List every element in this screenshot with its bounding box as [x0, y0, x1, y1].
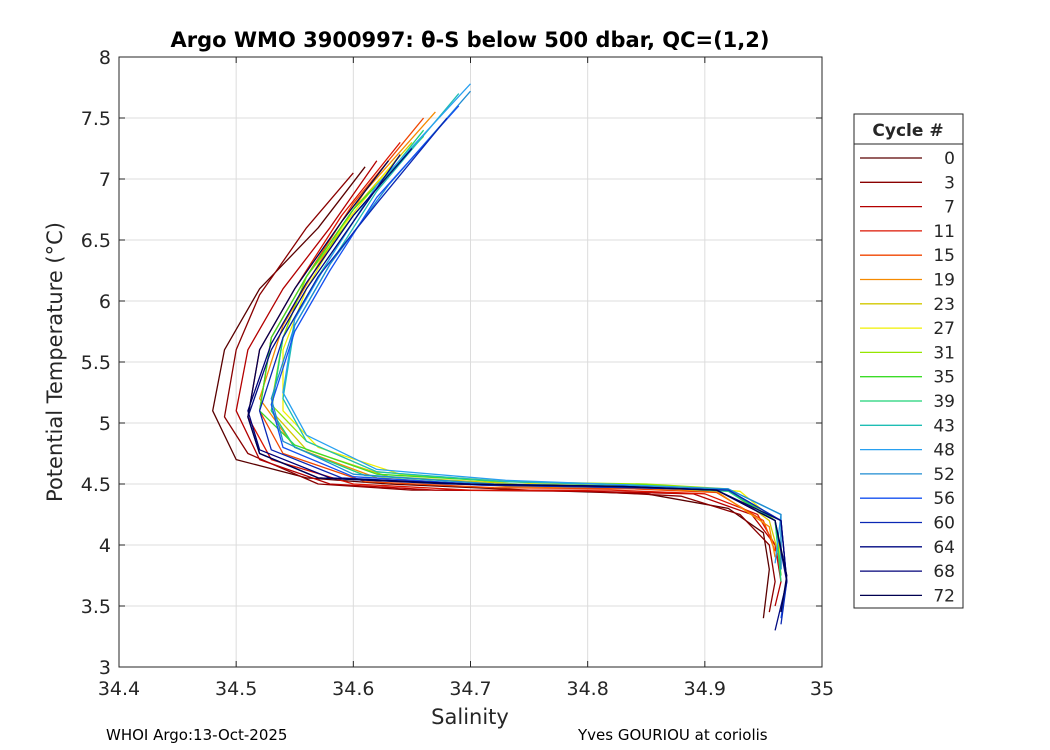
series-lines — [212, 83, 788, 631]
legend-label: 23 — [933, 295, 955, 315]
legend-label: 19 — [933, 271, 955, 291]
x-tick-label: 34.7 — [449, 678, 491, 700]
legend-label: 64 — [933, 538, 955, 558]
legend-label: 72 — [933, 586, 955, 606]
legend-label: 27 — [933, 319, 955, 339]
y-tick-label: 5.5 — [81, 352, 111, 374]
axis-ticks: 34.4 34.5 34.6 34.7 34.8 34.9 35 3 3.5 4 4.5 5 5.5 6 6… — [81, 47, 834, 700]
legend-title: Cycle # — [872, 121, 943, 141]
legend-box — [853, 113, 964, 609]
x-tick-label: 34.4 — [98, 678, 140, 700]
y-tick-label: 5 — [99, 413, 111, 435]
legend-label: 0 — [944, 149, 955, 169]
legend-label: 3 — [944, 173, 955, 193]
legend-label: 39 — [933, 392, 955, 412]
y-tick-label: 7 — [99, 169, 111, 191]
y-tick-label: 6 — [99, 291, 111, 313]
y-tick-label: 7.5 — [81, 108, 111, 130]
legend-label: 43 — [933, 416, 955, 436]
y-tick-label: 8 — [99, 47, 111, 69]
legend-label: 60 — [933, 514, 955, 534]
y-axis-label: Potential Temperature (°C) — [43, 222, 67, 502]
legend: Cycle # 0 3 7 11 15 19 23 27 31 35 39 43 48 52 56 60 64 6… — [853, 113, 964, 609]
legend-label: 48 — [933, 441, 955, 461]
legend-label: 31 — [933, 343, 955, 363]
legend-items: 0 3 7 11 15 19 23 27 31 35 39 43 48 52 56 60 64 68 72 — [860, 149, 955, 606]
chart-title: Argo WMO 3900997: θ-S below 500 dbar, QC… — [171, 28, 770, 52]
y-tick-label: 3.5 — [81, 596, 111, 618]
legend-label: 68 — [933, 562, 955, 582]
legend-label: 52 — [933, 465, 955, 485]
y-tick-label: 4 — [99, 535, 111, 557]
x-tick-label: 34.8 — [567, 678, 609, 700]
x-tick-label: 34.5 — [215, 678, 257, 700]
legend-label: 7 — [944, 198, 955, 218]
x-tick-label: 34.6 — [332, 678, 374, 700]
series-line-cycle-52 — [270, 90, 782, 570]
legend-label: 56 — [933, 489, 955, 509]
legend-label: 11 — [933, 222, 955, 242]
x-tick-label: 35 — [810, 678, 834, 700]
series-line-cycle-3 — [223, 172, 776, 613]
y-tick-label: 3 — [99, 657, 111, 679]
series-line-cycle-72 — [247, 160, 788, 613]
legend-label: 35 — [933, 368, 955, 388]
y-tick-label: 4.5 — [81, 474, 111, 496]
series-line-cycle-0 — [212, 166, 770, 619]
x-axis-label: Salinity — [431, 705, 509, 729]
legend-label: 15 — [933, 246, 955, 266]
footer-left: WHOI Argo:13-Oct-2025 — [106, 726, 288, 744]
y-tick-label: 6.5 — [81, 230, 111, 252]
footer-right: Yves GOURIOU at coriolis — [578, 726, 768, 744]
x-tick-label: 34.9 — [684, 678, 726, 700]
